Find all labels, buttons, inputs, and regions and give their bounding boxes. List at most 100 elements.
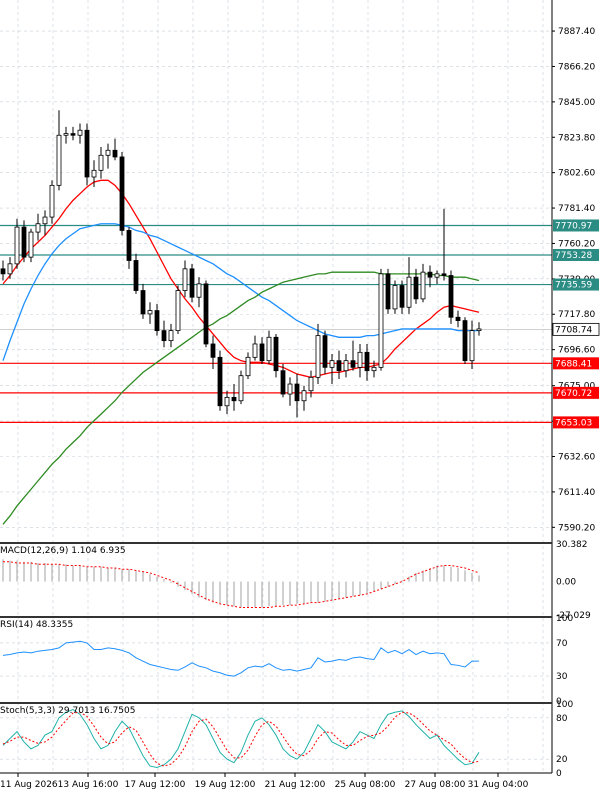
candle-body-up — [434, 273, 440, 278]
price-tick-label: 7717.80 — [558, 310, 595, 320]
candle-body-up — [476, 328, 482, 332]
candle-body-up — [238, 375, 244, 402]
rsi-title: RSI(14) 48.3355 — [0, 620, 73, 630]
axis-labels: 7887.40 7866.20 7845.00 7823.80 7802.60 7781.… — [0, 27, 600, 790]
candle — [427, 265, 433, 288]
moving-average-line — [2, 271, 480, 525]
level-tag — [553, 357, 599, 370]
candle-body-down — [189, 268, 195, 298]
candle — [378, 268, 384, 371]
candle-body-down — [161, 330, 167, 342]
candle — [329, 353, 335, 385]
moving-average-line — [2, 179, 480, 379]
candle-body-down — [336, 360, 342, 372]
candle-body-down — [84, 129, 90, 178]
candle — [441, 208, 447, 281]
candle-body-up — [469, 330, 475, 362]
price-tick-label: 7696.60 — [558, 346, 595, 356]
candle — [308, 370, 314, 398]
candle-body-down — [441, 273, 447, 276]
panel-separator — [0, 616, 552, 618]
candle-body-down — [140, 290, 146, 315]
candle-body-down — [350, 360, 356, 368]
candle-body-up — [63, 133, 69, 136]
level-tag-label: 7653.03 — [555, 418, 592, 428]
current-price-label: 7708.74 — [555, 325, 592, 335]
rsi-line — [2, 640, 479, 677]
candle-body-up — [49, 184, 55, 218]
candle — [196, 277, 202, 308]
candle-body-down — [280, 370, 286, 395]
candle-body-down — [21, 226, 27, 258]
candle — [392, 280, 398, 314]
candle — [315, 323, 321, 385]
candle — [434, 270, 440, 284]
candle-body-down — [322, 335, 328, 368]
price-tick-label: 7590.20 — [558, 523, 595, 533]
rsi-panel — [0, 640, 552, 677]
candle — [147, 302, 153, 324]
candle-body-down — [455, 316, 461, 321]
candle — [0, 260, 6, 281]
current-price-tag — [552, 322, 600, 336]
candle — [259, 337, 265, 365]
candle — [182, 260, 188, 298]
candle — [217, 350, 223, 411]
candle-body-up — [91, 169, 97, 178]
candle — [49, 180, 55, 224]
candle-body-up — [287, 383, 293, 395]
time-tick-label: 21 Aug 12:00 — [265, 780, 326, 790]
candle — [287, 377, 293, 406]
stoch-title: Stoch(5,3,3) 29.7013 16.7505 — [0, 706, 135, 716]
candle-body-down — [203, 283, 209, 345]
candle-body-up — [301, 390, 307, 402]
candle — [294, 374, 300, 418]
candle — [420, 263, 426, 303]
stoch-tick-label: 100 — [556, 700, 573, 710]
rsi-tick-label: 70 — [556, 639, 568, 649]
candle — [266, 330, 272, 365]
candle — [56, 110, 62, 191]
candle-body-up — [28, 231, 34, 258]
candle-body-down — [112, 149, 118, 158]
candle — [455, 310, 461, 328]
candle-body-down — [462, 320, 468, 362]
candle — [168, 323, 174, 348]
candle-body-up — [35, 223, 41, 233]
candle — [105, 143, 111, 169]
candle — [231, 384, 237, 411]
candle — [140, 283, 146, 319]
candle — [343, 353, 349, 378]
candle-body-up — [406, 276, 412, 308]
candle — [371, 360, 377, 378]
candle — [273, 333, 279, 378]
candle-body-down — [385, 273, 391, 310]
macd-tick-label: 0.00 — [556, 578, 576, 588]
candle-body-down — [364, 351, 370, 372]
candle-body-down — [427, 271, 433, 278]
price-tick-label: 7887.40 — [558, 27, 595, 37]
candle — [70, 126, 76, 141]
rsi-tick-label: 100 — [556, 614, 573, 624]
time-tick-label: 27 Aug 08:00 — [405, 780, 466, 790]
candle — [364, 343, 370, 381]
candle — [112, 138, 118, 161]
level-tag-label: 7770.97 — [555, 221, 592, 231]
candle — [357, 343, 363, 378]
candle — [413, 268, 419, 304]
price-tick-label: 7866.20 — [558, 62, 595, 72]
moving-averages — [2, 179, 480, 525]
moving-average-line — [2, 223, 479, 361]
rsi-tick-label: 30 — [556, 672, 568, 682]
candle-body-down — [210, 343, 216, 358]
candle — [28, 228, 34, 263]
candles — [0, 110, 482, 418]
panel-separator — [0, 542, 552, 544]
candle-body-down — [154, 310, 160, 332]
candle-body-up — [196, 283, 202, 298]
panel-separator — [0, 702, 552, 704]
candle — [77, 123, 83, 144]
candle — [301, 385, 307, 411]
candle-body-down — [0, 268, 6, 275]
candle — [84, 123, 90, 186]
